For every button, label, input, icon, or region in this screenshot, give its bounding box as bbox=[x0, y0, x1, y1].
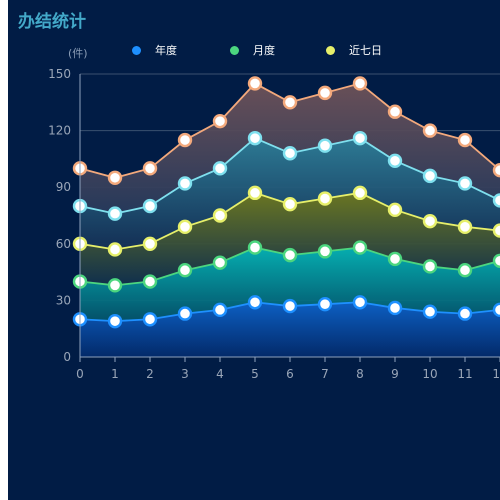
data-point[interactable] bbox=[457, 263, 473, 278]
y-tick-label: 60 bbox=[56, 237, 71, 251]
data-point[interactable] bbox=[107, 278, 123, 293]
legend-label-annual: 年度 bbox=[155, 44, 177, 57]
legend-label-monthly: 月度 bbox=[253, 44, 275, 57]
data-point[interactable] bbox=[422, 304, 438, 319]
data-point[interactable] bbox=[212, 161, 228, 176]
data-point[interactable] bbox=[387, 300, 403, 316]
data-point[interactable] bbox=[142, 198, 158, 214]
data-point[interactable] bbox=[282, 196, 298, 212]
data-point[interactable] bbox=[177, 306, 193, 321]
x-tick-label: 7 bbox=[321, 367, 329, 381]
panel-title: 办结统计 bbox=[18, 12, 86, 32]
x-tick-label: 11 bbox=[457, 367, 472, 381]
y-tick-label: 150 bbox=[48, 67, 71, 81]
data-point[interactable] bbox=[142, 236, 158, 252]
data-point[interactable] bbox=[107, 206, 123, 221]
data-point[interactable] bbox=[492, 223, 500, 238]
data-point[interactable] bbox=[282, 95, 298, 110]
data-point[interactable] bbox=[107, 170, 123, 185]
data-point[interactable] bbox=[212, 302, 228, 318]
y-tick-label: 30 bbox=[56, 293, 71, 307]
data-point[interactable] bbox=[107, 313, 123, 329]
data-point[interactable] bbox=[317, 138, 333, 153]
y-tick-label: 0 bbox=[63, 350, 71, 364]
data-point[interactable] bbox=[247, 240, 263, 255]
data-point[interactable] bbox=[212, 113, 228, 129]
data-point[interactable] bbox=[352, 295, 368, 310]
data-point[interactable] bbox=[282, 146, 298, 161]
y-tick-label: 90 bbox=[56, 180, 71, 194]
x-tick-label: 4 bbox=[216, 367, 224, 381]
data-point[interactable] bbox=[422, 123, 438, 138]
data-point[interactable] bbox=[107, 242, 123, 257]
data-point[interactable] bbox=[282, 298, 298, 314]
x-tick-label: 5 bbox=[251, 367, 259, 381]
y-tick-label: 120 bbox=[48, 124, 71, 138]
data-point[interactable] bbox=[142, 312, 158, 327]
data-point[interactable] bbox=[492, 163, 500, 178]
data-point[interactable] bbox=[247, 130, 263, 146]
data-point[interactable] bbox=[387, 251, 403, 267]
data-point[interactable] bbox=[282, 247, 298, 263]
legend-label-last-seven-days: 近七日 bbox=[349, 44, 382, 57]
data-point[interactable] bbox=[422, 168, 438, 184]
legend-marker-last-seven-days bbox=[326, 45, 335, 55]
data-point[interactable] bbox=[457, 306, 473, 321]
data-point[interactable] bbox=[317, 191, 333, 206]
data-point[interactable] bbox=[317, 296, 333, 312]
x-tick-label: 9 bbox=[391, 367, 399, 381]
x-tick-label: 10 bbox=[422, 367, 437, 381]
data-point[interactable] bbox=[457, 176, 473, 191]
data-point[interactable] bbox=[492, 193, 500, 208]
x-tick-label: 3 bbox=[181, 367, 189, 381]
data-point[interactable] bbox=[387, 202, 403, 218]
data-point[interactable] bbox=[247, 76, 263, 91]
data-point[interactable] bbox=[387, 104, 403, 119]
y-axis-unit-label: (件) bbox=[68, 47, 88, 60]
legend-item-monthly[interactable]: 月度 bbox=[230, 42, 275, 58]
axes: 03060901201500123456789101112 bbox=[48, 67, 500, 381]
data-point[interactable] bbox=[247, 295, 263, 310]
data-point[interactable] bbox=[177, 176, 193, 191]
data-point[interactable] bbox=[422, 213, 438, 229]
data-point[interactable] bbox=[177, 263, 193, 278]
data-point[interactable] bbox=[352, 76, 368, 91]
x-tick-label: 12 bbox=[492, 367, 500, 381]
x-tick-label: 6 bbox=[286, 367, 294, 381]
legend-marker-annual bbox=[132, 45, 141, 55]
data-point[interactable] bbox=[352, 185, 368, 201]
data-point[interactable] bbox=[352, 130, 368, 146]
legend-item-annual[interactable]: 年度 bbox=[132, 42, 177, 58]
data-point[interactable] bbox=[492, 302, 500, 318]
data-point[interactable] bbox=[317, 244, 333, 259]
data-point[interactable] bbox=[457, 132, 473, 148]
data-point[interactable] bbox=[142, 274, 158, 289]
data-point[interactable] bbox=[422, 259, 438, 274]
data-point[interactable] bbox=[212, 255, 228, 270]
data-point[interactable] bbox=[142, 161, 158, 176]
data-point[interactable] bbox=[177, 219, 193, 235]
data-point[interactable] bbox=[177, 132, 193, 148]
data-point[interactable] bbox=[247, 185, 263, 201]
series-points bbox=[72, 76, 500, 329]
data-point[interactable] bbox=[492, 253, 500, 268]
x-tick-label: 1 bbox=[111, 367, 119, 381]
legend-item-last-seven-days[interactable]: 近七日 bbox=[326, 42, 382, 58]
x-tick-label: 0 bbox=[76, 367, 84, 381]
legend-marker-monthly bbox=[230, 45, 239, 55]
data-point[interactable] bbox=[212, 208, 228, 223]
data-point[interactable] bbox=[317, 85, 333, 101]
data-point[interactable] bbox=[352, 240, 368, 255]
x-tick-label: 2 bbox=[146, 367, 154, 381]
data-point[interactable] bbox=[457, 219, 473, 235]
x-tick-label: 8 bbox=[356, 367, 364, 381]
data-point[interactable] bbox=[387, 153, 403, 168]
